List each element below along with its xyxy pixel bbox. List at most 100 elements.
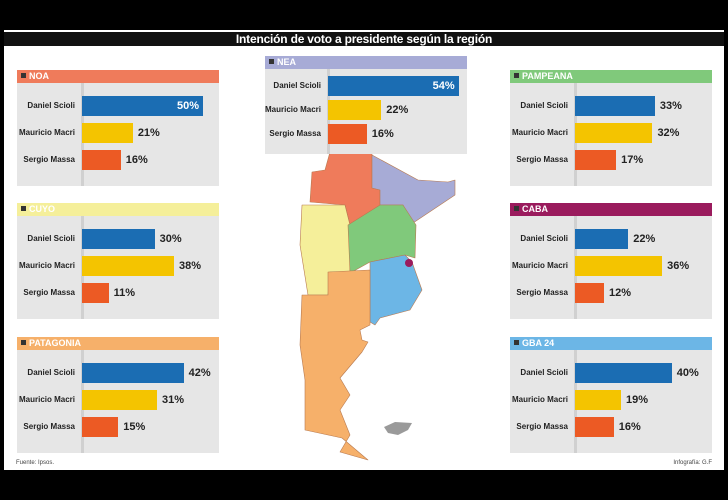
bar-row: Daniel Scioli 50% — [17, 96, 219, 116]
bar — [575, 256, 663, 276]
square-bullet-icon — [269, 59, 274, 64]
bar-row: Mauricio Macri 38% — [17, 256, 219, 276]
bar-value-label: 11% — [113, 287, 136, 299]
bar-row: Sergio Massa 16% — [510, 417, 712, 437]
candidate-label: Sergio Massa — [269, 129, 321, 138]
bar — [575, 390, 621, 410]
square-bullet-icon — [514, 340, 519, 345]
bar-row: Daniel Scioli 22% — [510, 229, 712, 249]
bar-row: Daniel Scioli 33% — [510, 96, 712, 116]
map-region-gba[interactable] — [369, 254, 423, 326]
region-header: NEA — [265, 56, 467, 69]
region-title: GBA 24 — [522, 338, 555, 348]
bar-row: Daniel Scioli 40% — [510, 363, 712, 383]
candidate-label: Sergio Massa — [23, 288, 75, 297]
region-header: CUYO — [17, 203, 219, 216]
bar-value-label: 16% — [371, 128, 394, 140]
map-region-caba[interactable] — [405, 259, 413, 267]
region-header: PATAGONIA — [17, 337, 219, 350]
candidate-label: Daniel Scioli — [27, 234, 75, 243]
source-note: Fuente: Ipsos. — [16, 460, 55, 466]
bar — [82, 256, 174, 276]
region-panel-cuyo: CUYO Daniel Scioli 30% Mauricio Macri 38% Ser… — [17, 203, 219, 319]
region-panel-nea: NEA Daniel Scioli 54% Mauricio Macri 22% Serg… — [265, 56, 467, 154]
bar-value-label: 22% — [633, 233, 656, 245]
bar — [82, 150, 121, 170]
bar — [575, 283, 605, 303]
bar-value-label: 17% — [621, 154, 644, 166]
candidate-label: Mauricio Macri — [264, 105, 321, 114]
bar-value-label: 16% — [125, 154, 148, 166]
bar-row: Daniel Scioli 54% — [265, 76, 467, 96]
bar-value-label: 30% — [159, 233, 182, 245]
candidate-label: Mauricio Macri — [18, 261, 75, 270]
bar-value-label: 33% — [659, 100, 682, 112]
bar-row: Sergio Massa 15% — [17, 417, 219, 437]
bar — [575, 363, 672, 383]
region-header: NOA — [17, 70, 219, 83]
candidate-label: Mauricio Macri — [511, 395, 568, 404]
map-region-malvinas — [384, 422, 412, 435]
square-bullet-icon — [21, 206, 26, 211]
bar-row: Daniel Scioli 42% — [17, 363, 219, 383]
bar-value-label: 40% — [676, 367, 699, 379]
bar-value-label: 50% — [177, 100, 200, 112]
region-panel-gba-24: GBA 24 Daniel Scioli 40% Mauricio Macri 19% S… — [510, 337, 712, 453]
candidate-label: Sergio Massa — [516, 155, 568, 164]
square-bullet-icon — [21, 340, 26, 345]
bar — [575, 96, 655, 116]
candidate-label: Sergio Massa — [516, 288, 568, 297]
bar — [328, 124, 367, 144]
bar-row: Mauricio Macri 21% — [17, 123, 219, 143]
region-header: PAMPEANA — [510, 70, 712, 83]
region-title: PAMPEANA — [522, 71, 573, 81]
candidate-label: Mauricio Macri — [511, 128, 568, 137]
infographic-card: Intención de voto a presidente según la … — [4, 30, 724, 470]
bar-value-label: 42% — [188, 367, 211, 379]
bar-row: Sergio Massa 16% — [265, 124, 467, 144]
bar — [82, 417, 119, 437]
candidate-label: Mauricio Macri — [18, 395, 75, 404]
bar-row: Mauricio Macri 19% — [510, 390, 712, 410]
bar-row: Sergio Massa 17% — [510, 150, 712, 170]
bar — [328, 76, 459, 96]
region-panel-caba: CABA Daniel Scioli 22% Mauricio Macri 36% Ser… — [510, 203, 712, 319]
bar — [82, 283, 109, 303]
candidate-label: Daniel Scioli — [520, 234, 568, 243]
region-title: NEA — [277, 57, 297, 67]
bar-value-label: 54% — [432, 80, 455, 92]
bar — [82, 96, 203, 116]
credit-note: Infografía: G.F — [673, 460, 712, 466]
bar-value-label: 22% — [386, 104, 409, 116]
candidate-label: Sergio Massa — [23, 422, 75, 431]
bar — [575, 150, 617, 170]
bar — [575, 123, 653, 143]
bar-row: Mauricio Macri 22% — [265, 100, 467, 120]
bar-value-label: 19% — [625, 394, 648, 406]
region-panel-noa: NOA Daniel Scioli 50% Mauricio Macri 21% Serg… — [17, 70, 219, 186]
bar-row: Sergio Massa 12% — [510, 283, 712, 303]
candidate-label: Daniel Scioli — [520, 368, 568, 377]
bar — [575, 417, 614, 437]
candidate-label: Daniel Scioli — [27, 101, 75, 110]
square-bullet-icon — [21, 73, 26, 78]
bar — [82, 123, 133, 143]
bar-row: Mauricio Macri 32% — [510, 123, 712, 143]
region-title: NOA — [29, 71, 49, 81]
bar-value-label: 38% — [178, 260, 201, 272]
bar — [82, 229, 155, 249]
bar — [82, 390, 158, 410]
bar — [328, 100, 382, 120]
candidate-label: Daniel Scioli — [27, 368, 75, 377]
square-bullet-icon — [514, 73, 519, 78]
map-region-patagonia[interactable] — [299, 269, 371, 461]
candidate-label: Daniel Scioli — [520, 101, 568, 110]
candidate-label: Daniel Scioli — [273, 81, 321, 90]
bar — [575, 229, 629, 249]
bar-row: Sergio Massa 11% — [17, 283, 219, 303]
candidate-label: Sergio Massa — [516, 422, 568, 431]
region-header: GBA 24 — [510, 337, 712, 350]
region-title: CABA — [522, 204, 548, 214]
bar-row: Sergio Massa 16% — [17, 150, 219, 170]
bar — [82, 363, 184, 383]
